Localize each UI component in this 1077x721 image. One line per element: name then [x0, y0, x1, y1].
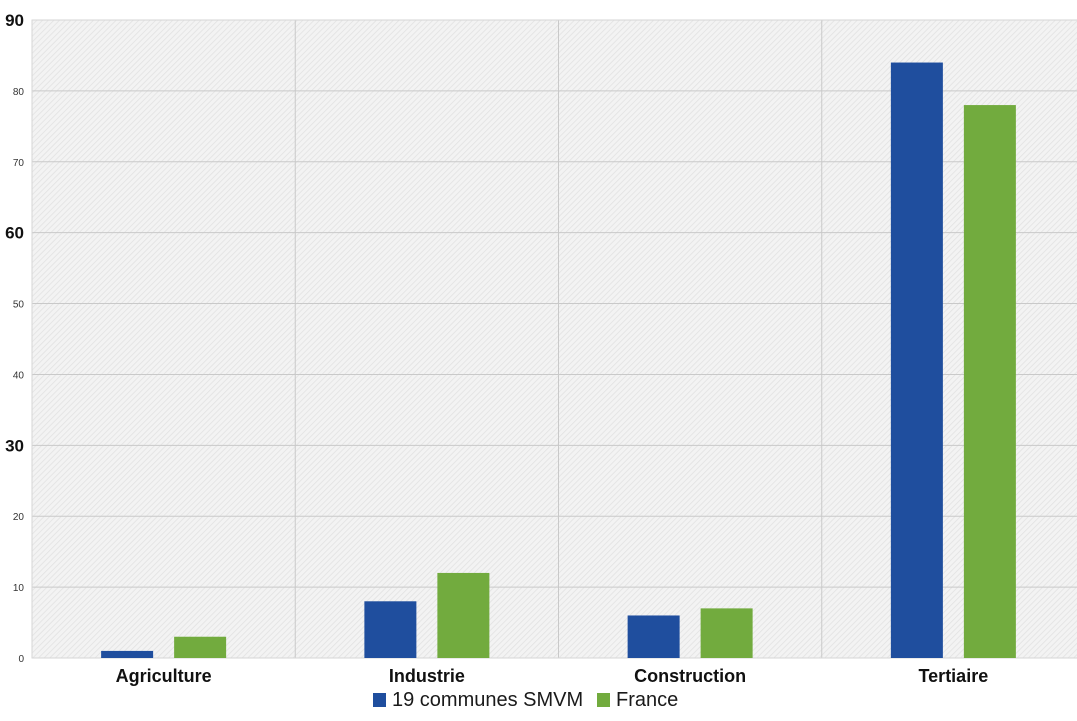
x-axis-labels: Agriculture Industrie Construction Tertiair…: [116, 666, 989, 686]
bars: [101, 62, 1016, 659]
x-category-label: Industrie: [389, 666, 465, 686]
x-category-label: Construction: [634, 666, 746, 686]
y-tick-label: 80: [13, 87, 25, 98]
bar-agriculture-series-0: [101, 650, 154, 658]
legend-label: France: [616, 689, 678, 711]
y-tick-label: 20: [13, 512, 25, 523]
y-axis-ticks: 0 10 20 30 40 50 60 70 80 90: [5, 11, 24, 665]
y-tick-label: 50: [13, 300, 25, 311]
y-tick-label: 10: [13, 583, 25, 594]
bar-construction-series-0: [627, 615, 680, 658]
gridlines: [31, 19, 1077, 659]
legend-swatch: [373, 693, 386, 707]
bar-agriculture-series-1: [174, 636, 227, 658]
y-tick-label: 40: [13, 370, 25, 381]
legend-swatch: [597, 693, 610, 707]
legend-label: 19 communes SMVM: [392, 689, 583, 711]
y-tick-label: 30: [5, 436, 24, 455]
plot-frame: [31, 19, 1077, 659]
bar-industrie-series-1: [437, 572, 490, 658]
y-tick-label: 70: [13, 158, 25, 169]
y-tick-label: 90: [5, 11, 24, 30]
x-category-label: Tertiaire: [919, 666, 989, 686]
x-category-label: Agriculture: [116, 666, 212, 686]
bar-construction-series-1: [700, 608, 753, 658]
y-tick-label: 0: [18, 654, 24, 665]
bar-tertiaire-series-1: [963, 105, 1016, 659]
bar-tertiaire-series-0: [890, 62, 943, 659]
legend: 19 communes SMVM France: [373, 689, 678, 711]
y-tick-label: 60: [5, 224, 24, 243]
bar-industrie-series-0: [364, 601, 417, 658]
